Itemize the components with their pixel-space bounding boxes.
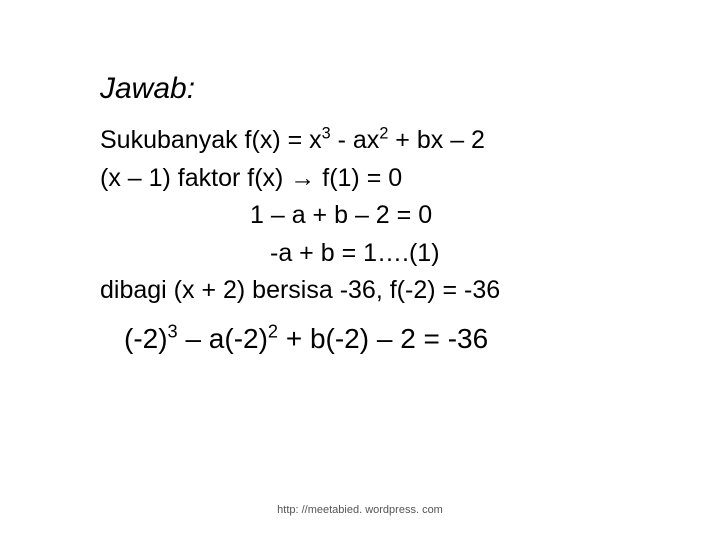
exponent: 2 (379, 125, 388, 143)
line-polynomial-definition: Sukubanyak f(x) = x3 - ax2 + bx – 2 (100, 122, 640, 160)
text-fragment: – a(-2) (178, 323, 268, 354)
line-remainder-condition: dibagi (x + 2) bersisa -36, f(-2) = -36 (100, 272, 640, 310)
line-substitution-2: (-2)3 – a(-2)2 + b(-2) – 2 = -36 (100, 318, 640, 360)
slide-content: Jawab: Sukubanyak f(x) = x3 - ax2 + bx –… (100, 72, 640, 360)
exponent: 3 (322, 125, 331, 143)
text-fragment: + b(-2) – 2 = -36 (278, 323, 488, 354)
text-fragment: + bx – 2 (388, 126, 485, 154)
text-fragment: (-2) (124, 323, 168, 354)
line-equation-1: -a + b = 1….(1) (100, 235, 640, 273)
footer-url: http: //meetabied. wordpress. com (0, 504, 720, 516)
text-fragment: Sukubanyak f(x) = x (100, 126, 322, 154)
text-fragment: - ax (331, 126, 380, 154)
answer-heading: Jawab: (100, 72, 640, 106)
line-factor-condition: (x – 1) faktor f(x) → f(1) = 0 (100, 160, 640, 198)
line-substitution-1: 1 – a + b – 2 = 0 (100, 197, 640, 235)
exponent: 2 (268, 321, 278, 341)
exponent: 3 (168, 321, 178, 341)
